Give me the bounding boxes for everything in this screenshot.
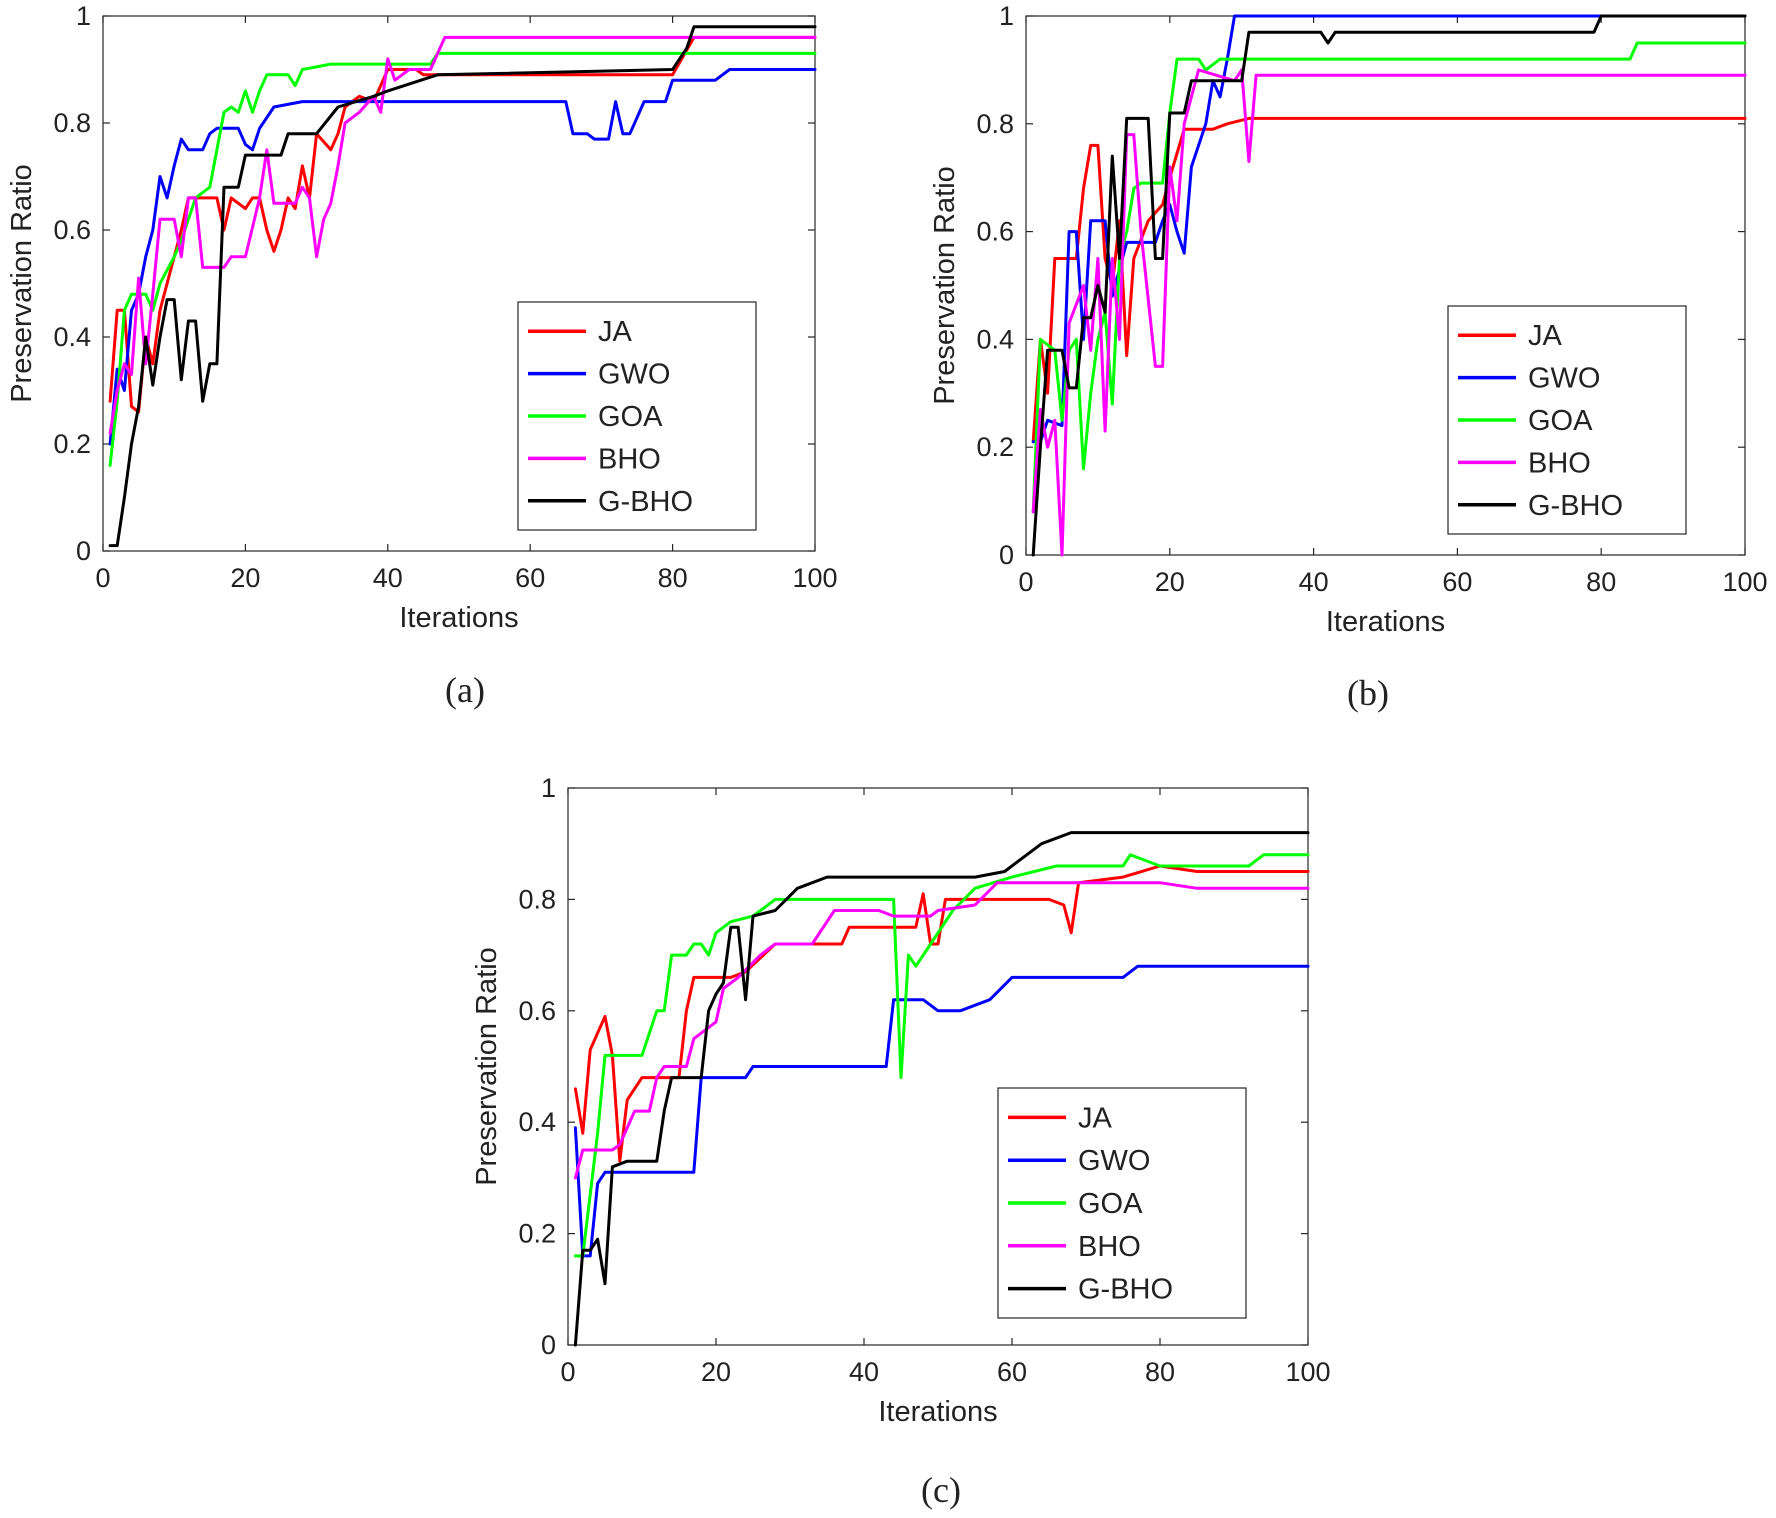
- x-tick-label: 0: [560, 1357, 575, 1387]
- y-tick-label: 0.8: [976, 109, 1014, 139]
- x-tick-label: 100: [792, 563, 837, 593]
- series-line-gwo: [108, 68, 817, 446]
- y-axis-label: Preservation Ratio: [471, 947, 503, 1186]
- chart-panel-c: 0 20 40 60 80 100 0 0.2 0.4 0.6 0.8 1 Iterations Pres…: [471, 773, 1331, 1428]
- x-tick-label: 40: [373, 563, 403, 593]
- caption-a: (a): [445, 670, 485, 710]
- caption-c: (c): [921, 1470, 961, 1510]
- y-tick-label: 1: [999, 1, 1014, 31]
- x-tick-label: 20: [230, 563, 260, 593]
- y-tick-label: 0.8: [53, 108, 91, 138]
- y-tick-label: 0.2: [53, 429, 91, 459]
- y-tick-label: 0.8: [518, 884, 556, 914]
- y-tick-label: 0.2: [976, 432, 1014, 462]
- legend-label-bho: BHO: [598, 443, 661, 475]
- x-tick-label: 0: [95, 563, 110, 593]
- caption-b: (b): [1347, 673, 1389, 713]
- series-line-g-bho: [573, 831, 1310, 1347]
- legend-label-gwo: GWO: [1528, 363, 1601, 395]
- x-tick-label: 60: [1442, 567, 1472, 597]
- x-tick-label: 0: [1018, 567, 1033, 597]
- y-tick-label: 0: [999, 540, 1014, 570]
- y-tick-label: 1: [76, 1, 91, 31]
- series-line-bho: [108, 35, 817, 435]
- x-axis-label: Iterations: [878, 1396, 997, 1428]
- legend-label-g-bho: G-BHO: [1528, 490, 1623, 522]
- y-tick-label: 1: [541, 773, 556, 803]
- x-tick-label: 100: [1722, 567, 1767, 597]
- y-tick-label: 0.6: [976, 217, 1014, 247]
- x-tick-label: 20: [701, 1357, 731, 1387]
- x-tick-label: 60: [515, 563, 545, 593]
- x-tick-label: 40: [1299, 567, 1329, 597]
- legend-label-g-bho: G-BHO: [1078, 1274, 1173, 1306]
- x-tick-label: 80: [658, 563, 688, 593]
- y-axis-label: Preservation Ratio: [6, 164, 38, 403]
- y-tick-label: 0.6: [53, 215, 91, 245]
- y-tick-label: 0.6: [518, 996, 556, 1026]
- series-line-goa: [573, 853, 1310, 1258]
- series-line-goa: [108, 51, 817, 467]
- y-tick-label: 0.4: [53, 322, 91, 352]
- legend-label-g-bho: G-BHO: [598, 486, 693, 518]
- y-tick-label: 0: [541, 1330, 556, 1360]
- legend-label-goa: GOA: [1528, 405, 1593, 437]
- x-axis-label: Iterations: [1326, 606, 1445, 638]
- x-axis-label: Iterations: [399, 602, 518, 634]
- y-tick-label: 0.4: [518, 1107, 556, 1137]
- y-axis-label: Preservation Ratio: [929, 166, 961, 405]
- chart-panel-b: 0 20 40 60 80 100 0 0.2 0.4 0.6 0.8 1 Iterations Pres…: [929, 1, 1768, 638]
- legend-label-ja: JA: [598, 316, 633, 348]
- legend-label-bho: BHO: [1078, 1231, 1141, 1263]
- x-tick-label: 100: [1285, 1357, 1330, 1387]
- legend-label-goa: GOA: [598, 401, 663, 433]
- legend-label-ja: JA: [1528, 320, 1563, 352]
- series-line-gwo: [573, 964, 1310, 1258]
- x-tick-label: 20: [1155, 567, 1185, 597]
- series-line-g-bho: [108, 25, 817, 548]
- series-line-bho: [1031, 68, 1747, 557]
- legend-label-ja: JA: [1078, 1102, 1113, 1134]
- legend-label-gwo: GWO: [598, 359, 671, 391]
- x-tick-label: 60: [997, 1357, 1027, 1387]
- y-tick-label: 0.2: [518, 1219, 556, 1249]
- chart-panel-a: 0 20 40 60 80 100 0 0.2 0.4 0.6 0.8 1 Iterations Pres…: [6, 1, 838, 634]
- y-tick-label: 0.4: [976, 324, 1014, 354]
- x-tick-label: 80: [1586, 567, 1616, 597]
- legend-label-bho: BHO: [1528, 447, 1591, 479]
- series-line-g-bho: [1031, 14, 1747, 557]
- x-tick-label: 80: [1145, 1357, 1175, 1387]
- y-tick-label: 0: [76, 536, 91, 566]
- legend-label-goa: GOA: [1078, 1188, 1143, 1220]
- legend-label-gwo: GWO: [1078, 1145, 1151, 1177]
- x-tick-label: 40: [849, 1357, 879, 1387]
